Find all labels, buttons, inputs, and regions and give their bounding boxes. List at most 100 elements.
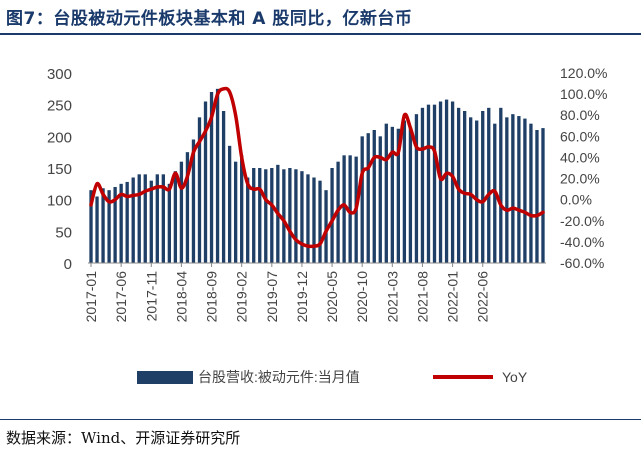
x-axis-tick-label: 2022-06 (475, 271, 491, 323)
bar (318, 180, 322, 263)
bar (240, 155, 244, 263)
bar (101, 188, 105, 263)
legend-bar-swatch (137, 371, 193, 384)
legend-bar-label: 台股营收:被动元件:当月值 (198, 369, 360, 385)
bar (517, 116, 521, 263)
x-axis-tick-label: 2019-12 (294, 271, 310, 323)
bar (312, 177, 316, 263)
bar (167, 183, 172, 263)
bar (402, 120, 407, 263)
bar (95, 196, 99, 263)
bar (161, 174, 165, 263)
bar (252, 168, 256, 263)
bar (300, 171, 304, 263)
bar (481, 111, 485, 263)
bar (306, 174, 310, 263)
right-axis-tick-label: 60.0% (560, 128, 600, 144)
x-axis-tick-label: 2022-01 (445, 271, 461, 323)
bar (360, 136, 364, 263)
x-axis-tick-label: 2018-09 (204, 271, 220, 323)
bar (511, 114, 515, 264)
bar (125, 181, 129, 263)
bar (233, 161, 238, 263)
bar (330, 168, 334, 263)
bar (408, 126, 413, 263)
bar (119, 183, 123, 263)
bar (221, 111, 226, 263)
bar (137, 174, 141, 263)
x-axis-tick-label: 2017-11 (143, 271, 159, 322)
bar (529, 123, 533, 264)
right-axis-tick-label: -40.0% (560, 234, 604, 250)
x-axis-tick-label: 2017-06 (113, 271, 129, 323)
right-axis-tick-label: 0.0% (560, 192, 592, 208)
x-axis-tick-label: 2018-04 (173, 271, 189, 323)
bar (264, 169, 268, 263)
bar (179, 161, 184, 263)
bar (432, 104, 437, 264)
right-axis-tick-label: 120.0% (560, 65, 607, 81)
left-axis-tick-label: 0 (64, 256, 72, 273)
bar (149, 180, 153, 263)
bar (324, 190, 328, 263)
x-axis-tick-label: 2017-01 (83, 271, 99, 323)
right-axis-tick-label: -60.0% (560, 255, 604, 271)
right-axis-tick-label: 80.0% (560, 107, 600, 123)
x-axis-tick-label: 2020-10 (354, 271, 370, 323)
bar (131, 177, 135, 263)
bar (143, 174, 147, 263)
x-axis-tick-label: 2020-05 (324, 271, 340, 323)
right-axis-tick-label: 20.0% (560, 171, 600, 187)
bar (173, 171, 178, 263)
source-note: 数据来源：Wind、开源证券研究所 (6, 429, 241, 447)
x-axis-tick-label: 2021-08 (414, 271, 430, 323)
bar (288, 168, 292, 263)
bar (89, 190, 93, 263)
bar (342, 155, 346, 263)
bar (541, 128, 545, 263)
left-axis-tick-label: 50 (55, 224, 72, 241)
bar (414, 114, 419, 264)
bar (396, 128, 401, 263)
bar (450, 101, 455, 263)
bar (535, 130, 539, 263)
right-axis-tick-label: 40.0% (560, 149, 600, 165)
bar (426, 104, 431, 264)
bar (444, 99, 449, 263)
bar (420, 107, 425, 263)
bar (390, 126, 394, 263)
bar (462, 111, 467, 263)
source-divider (0, 419, 641, 420)
bar (469, 117, 473, 263)
bar (487, 107, 491, 263)
bar (505, 117, 509, 263)
left-axis-tick-label: 250 (47, 98, 72, 115)
bar (438, 101, 443, 263)
bar (185, 152, 190, 263)
bar (191, 139, 196, 263)
left-axis-tick-label: 200 (47, 129, 72, 146)
x-axis-tick-label: 2019-07 (264, 271, 280, 323)
bar (197, 117, 202, 263)
chart-title: 图7：台股被动元件板块基本和 A 股同比，亿新台币 (6, 9, 413, 29)
bar (372, 130, 376, 263)
title-divider (0, 33, 641, 35)
bar (113, 187, 117, 263)
bar (523, 118, 527, 263)
x-axis-tick-label: 2021-03 (384, 271, 400, 323)
x-axis-tick-label: 2019-02 (234, 271, 250, 323)
bar (209, 92, 214, 263)
bar (384, 123, 388, 264)
bar (366, 133, 370, 263)
bar (246, 177, 250, 263)
legend-line-label: YoY (502, 369, 528, 385)
bar (378, 136, 382, 263)
bar (499, 107, 503, 263)
left-axis-tick-label: 300 (47, 66, 72, 83)
right-axis-tick-label: -20.0% (560, 213, 604, 229)
bar (270, 168, 274, 263)
bar (203, 101, 208, 263)
bar (258, 168, 262, 263)
bar (155, 174, 159, 263)
